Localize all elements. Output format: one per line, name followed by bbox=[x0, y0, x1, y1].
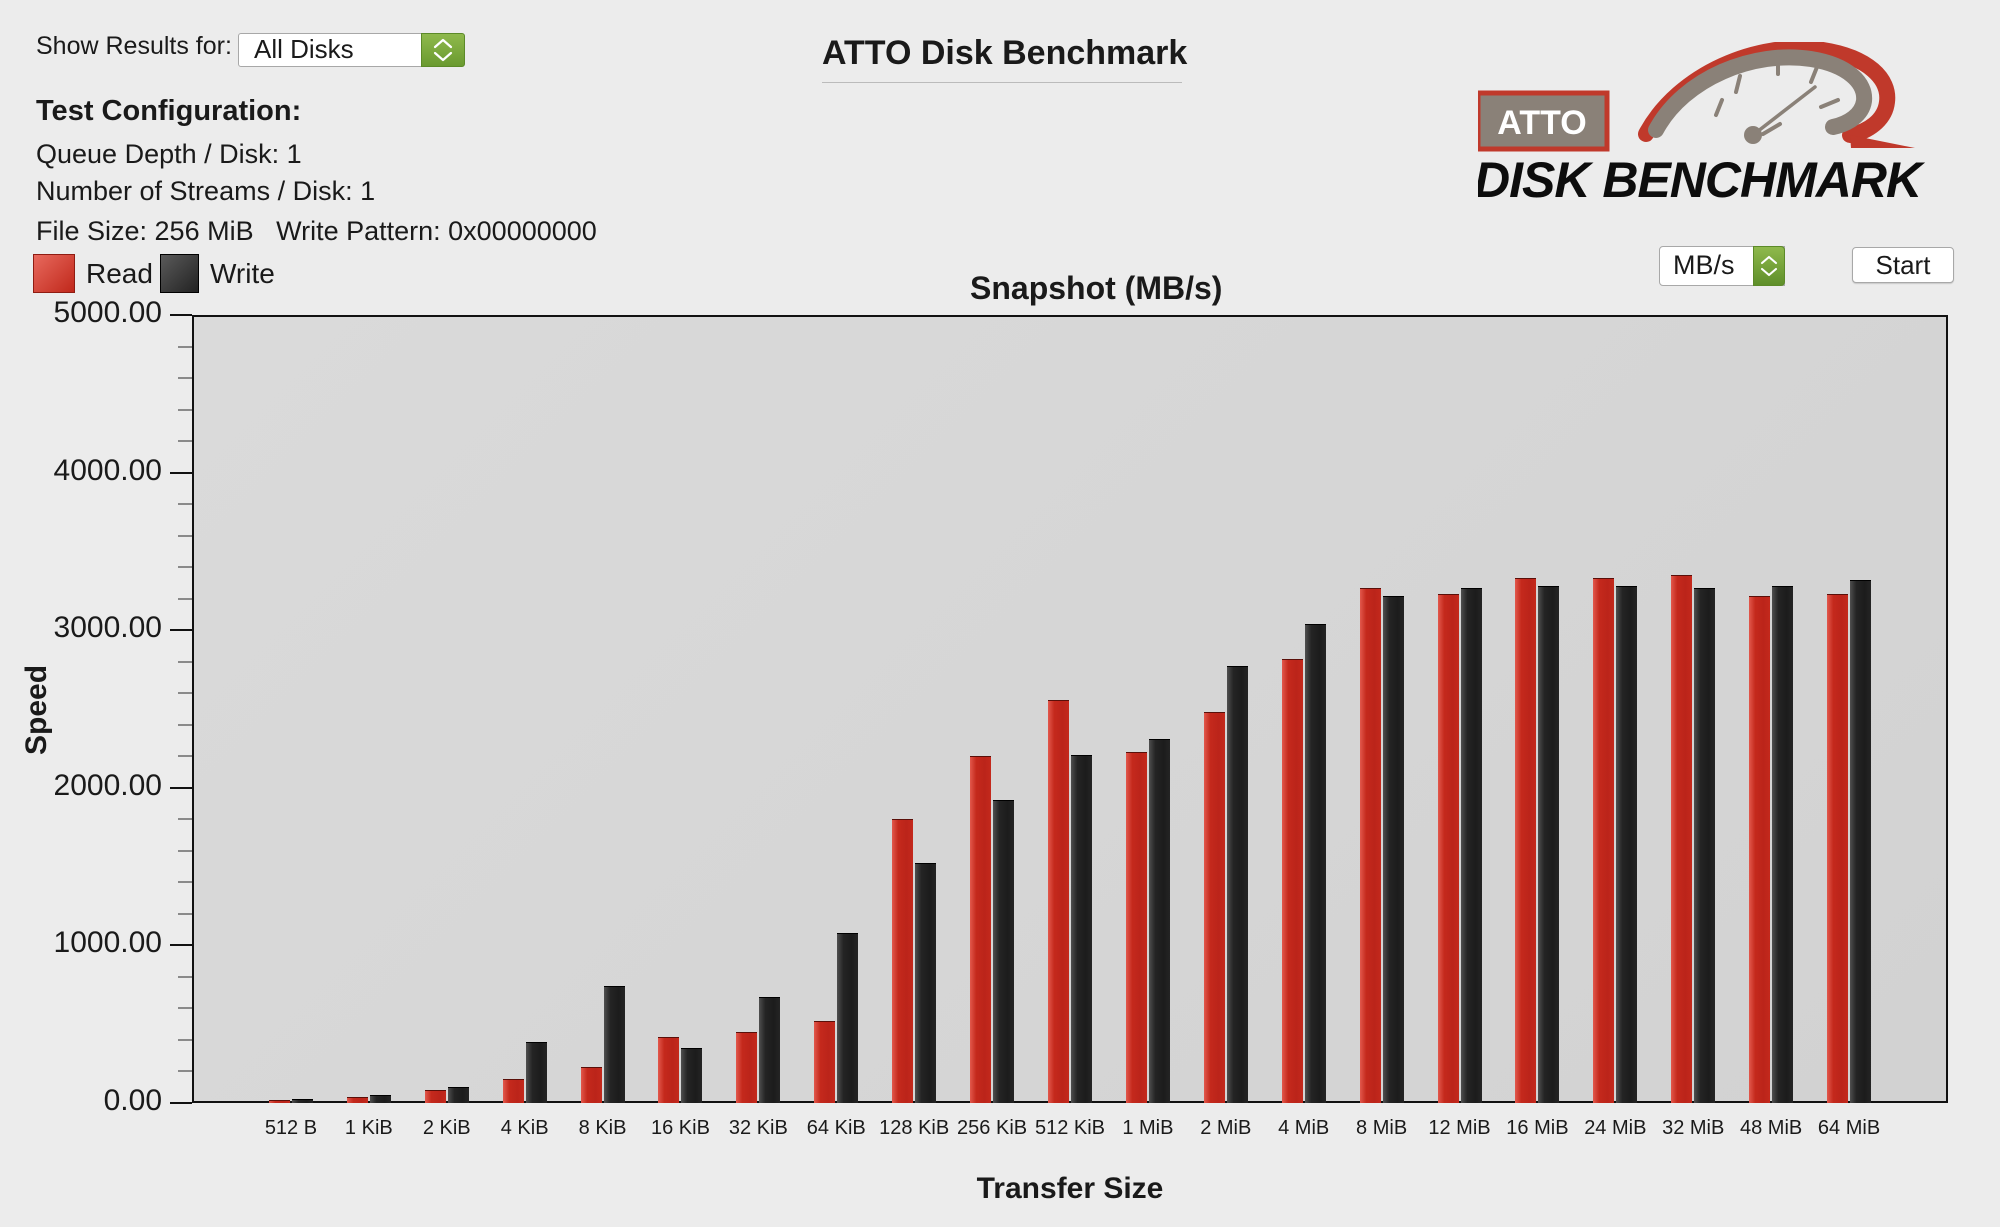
svg-text:ATTO: ATTO bbox=[1497, 104, 1586, 142]
svg-text:DISK BENCHMARK: DISK BENCHMARK bbox=[1478, 152, 1926, 208]
